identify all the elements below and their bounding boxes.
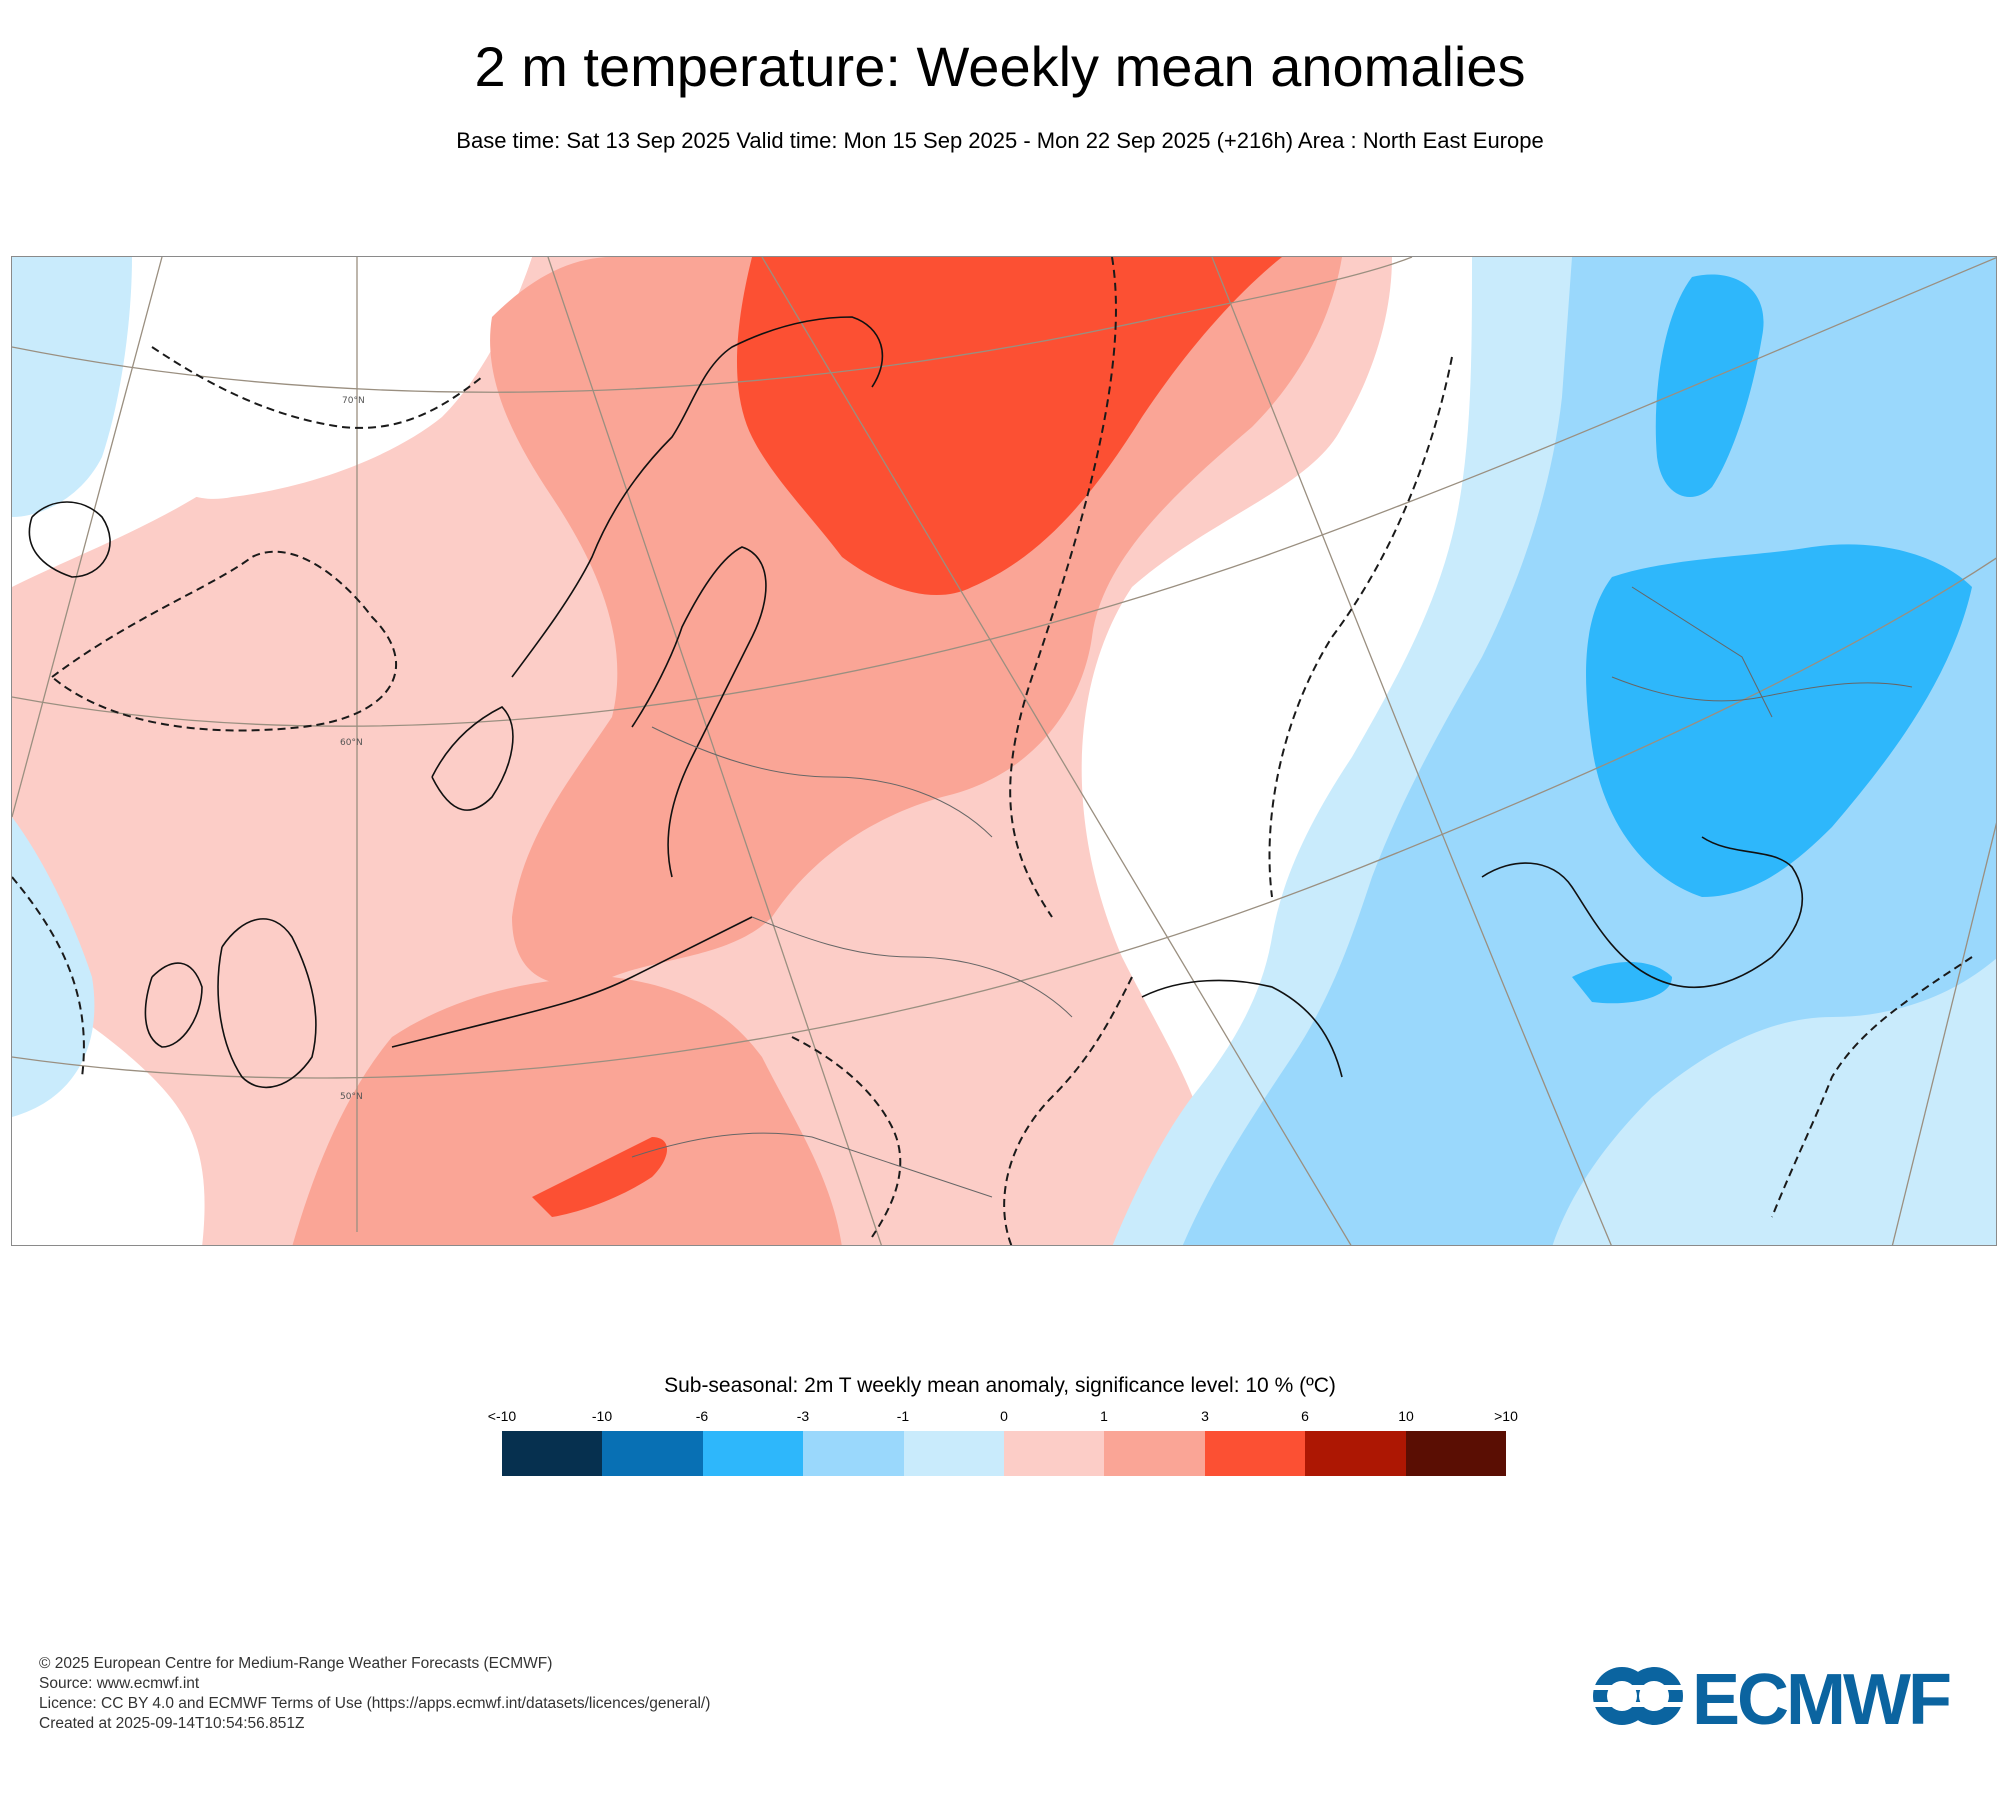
legend-swatch (903, 1431, 1005, 1476)
footer-licence: Licence: CC BY 4.0 and ECMWF Terms of Us… (39, 1695, 711, 1712)
significance-contours (12, 257, 1973, 1245)
footer-source: Source: www.ecmwf.int (39, 1675, 200, 1692)
legend-tick: 0 (1000, 1408, 1008, 1424)
chart-title: 2 m temperature: Weekly mean anomalies (474, 35, 1526, 98)
legend-swatch (1004, 1431, 1105, 1476)
chart-subtitle: Base time: Sat 13 Sep 2025 Valid time: M… (456, 128, 1544, 153)
legend-tick: -3 (796, 1408, 810, 1424)
legend-tick: >10 (1494, 1408, 1518, 1424)
neutral-region-atlantic (156, 257, 532, 499)
cold-medium-region-siberia (1182, 257, 1996, 1245)
legend-swatch (702, 1431, 804, 1476)
warm-medium-region-north (490, 257, 1342, 985)
ecmwf-logo: ECMWF (1592, 1660, 1953, 1732)
footer-created: Created at 2025-09-14T10:54:56.851Z (39, 1715, 305, 1732)
footer-credits: © 2025 European Centre for Medium-Range … (39, 1654, 710, 1734)
legend-tick: <-10 (487, 1408, 517, 1424)
lat-label-60: 60°N (340, 738, 363, 748)
warm-strong-region-barents (737, 257, 1282, 596)
legend-tick: -6 (695, 1408, 709, 1424)
legend-swatch (502, 1431, 603, 1476)
legend-tick: 10 (1398, 1408, 1414, 1424)
cold-strong-region-north (1655, 274, 1764, 497)
legend-tick: -10 (591, 1408, 613, 1424)
legend-tick: 6 (1301, 1408, 1309, 1424)
coastlines (28, 316, 1804, 1089)
legend-swatch (1104, 1431, 1205, 1476)
legend-title: Sub-seasonal: 2m T weekly mean anomaly, … (664, 1374, 1336, 1397)
legend-swatch (1204, 1431, 1306, 1476)
cold-strong-region-caspian (1572, 962, 1672, 1004)
graticule (12, 257, 1996, 1245)
legend-swatch (803, 1431, 904, 1476)
legend-swatch (602, 1431, 703, 1476)
country-borders (631, 586, 1913, 1198)
legend-swatch (1305, 1431, 1406, 1476)
legend-colorbar (502, 1431, 1507, 1476)
cold-light-region-west (12, 817, 95, 1117)
legend-tick: 1 (1100, 1408, 1108, 1424)
legend-ticks: <-10 -10 -6 -3 -1 0 1 3 6 10 >10 (0, 1408, 2000, 1428)
legend-tick: -1 (896, 1408, 910, 1424)
map-svg: 70°N 60°N 50°N (12, 257, 1996, 1245)
anomaly-map: 70°N 60°N 50°N (11, 256, 1997, 1246)
footer-copyright: © 2025 European Centre for Medium-Range … (39, 1655, 553, 1672)
cold-strong-region-kazakhstan (1586, 544, 1972, 897)
cold-light-region-greenland (12, 257, 132, 517)
legend-tick: 3 (1201, 1408, 1209, 1424)
lat-label-50: 50°N (340, 1092, 363, 1102)
warm-medium-region-central (292, 977, 842, 1245)
lat-label-70: 70°N (342, 396, 365, 406)
logo-text: ECMWF (1692, 1660, 1950, 1732)
legend-swatch (1405, 1431, 1507, 1476)
